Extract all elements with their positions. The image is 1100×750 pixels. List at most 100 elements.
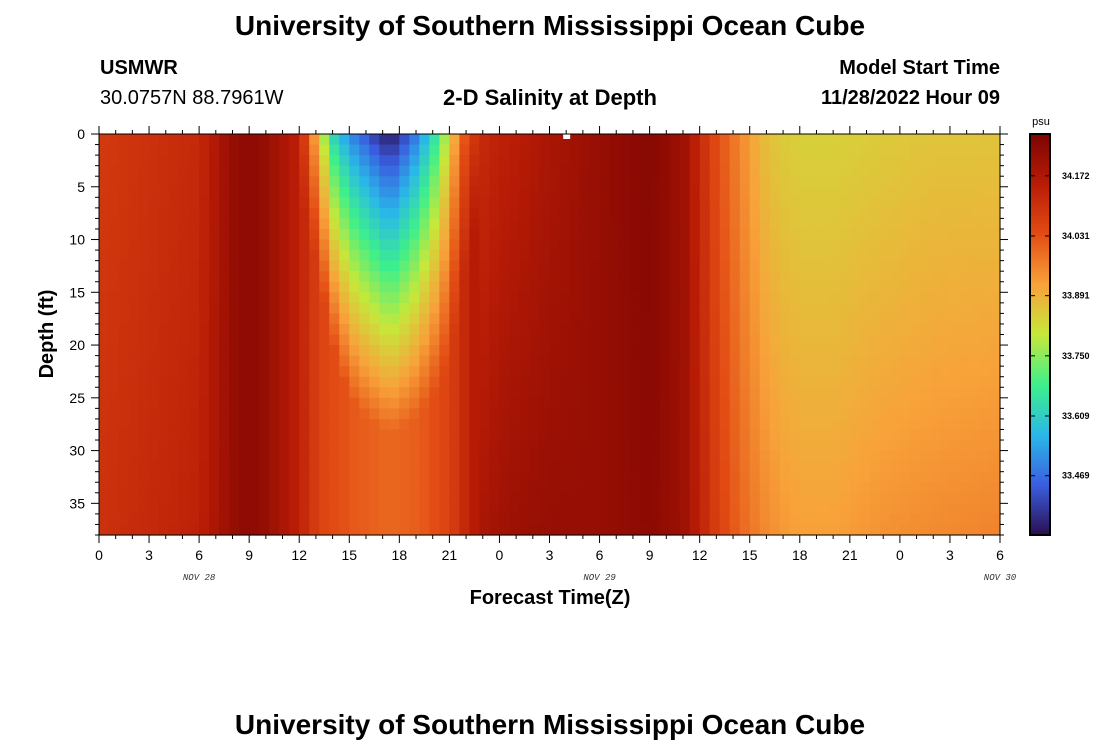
heatmap-cell — [229, 503, 240, 515]
heatmap-cell — [829, 408, 841, 420]
heatmap-cell — [129, 503, 140, 515]
heatmap-cell — [689, 281, 701, 293]
heatmap-cell — [719, 450, 731, 462]
heatmap-cell — [899, 471, 911, 483]
heatmap-cell — [259, 408, 270, 420]
heatmap-cell — [449, 461, 460, 473]
heatmap-cell — [669, 197, 681, 209]
heatmap-cell — [269, 250, 280, 262]
heatmap-cell — [249, 450, 260, 462]
heatmap-cell — [829, 250, 841, 262]
heatmap-cell — [339, 186, 350, 198]
heatmap-cell — [279, 197, 290, 209]
heatmap-cell — [159, 461, 170, 473]
heatmap-cell — [859, 218, 871, 230]
heatmap-cell — [259, 250, 270, 262]
heatmap-cell — [669, 429, 681, 441]
heatmap-cell — [499, 355, 511, 367]
heatmap-cell — [279, 429, 290, 441]
heatmap-cell — [989, 429, 1001, 441]
heatmap-cell — [689, 366, 701, 378]
heatmap-cell — [809, 271, 821, 283]
heatmap-cell — [319, 376, 330, 388]
heatmap-cell — [269, 355, 280, 367]
heatmap-cell — [459, 345, 471, 357]
heatmap-cell — [259, 492, 270, 504]
heatmap-cell — [869, 376, 881, 388]
heatmap-cell — [779, 429, 791, 441]
heatmap-cell — [989, 186, 1001, 198]
heatmap-cell — [809, 450, 821, 462]
heatmap-cell — [959, 376, 971, 388]
heatmap-cell — [609, 471, 621, 483]
heatmap-cell — [539, 134, 551, 146]
heatmap-cell — [349, 165, 360, 177]
heatmap-cell — [339, 524, 350, 536]
heatmap-cell — [829, 302, 841, 314]
heatmap-cell — [329, 492, 340, 504]
heatmap-cell — [149, 250, 160, 262]
heatmap-cell — [239, 355, 250, 367]
heatmap-cell — [839, 197, 851, 209]
heatmap-cell — [649, 155, 661, 167]
heatmap-cell — [609, 429, 621, 441]
heatmap-cell — [919, 281, 931, 293]
heatmap-cell — [439, 313, 450, 325]
heatmap-cell — [499, 250, 511, 262]
heatmap-cell — [649, 503, 661, 515]
heatmap-cell — [409, 260, 420, 272]
heatmap-cell — [609, 524, 621, 536]
heatmap-cell — [949, 239, 961, 251]
heatmap-cell — [679, 165, 691, 177]
heatmap-cell — [439, 513, 450, 526]
heatmap-cell — [289, 429, 300, 441]
heatmap-cell — [309, 387, 320, 399]
heatmap-cell — [389, 313, 400, 325]
heatmap-cell — [869, 250, 881, 262]
heatmap-cell — [879, 387, 891, 399]
heatmap-cell — [889, 408, 901, 420]
heatmap-cell — [859, 207, 871, 220]
heatmap-cell — [99, 155, 110, 167]
heatmap-cell — [759, 165, 771, 177]
heatmap-cell — [659, 418, 671, 431]
heatmap-cell — [479, 408, 491, 420]
heatmap-cell — [659, 397, 671, 409]
heatmap-cell — [99, 302, 110, 314]
heatmap-cell — [539, 197, 551, 209]
heatmap-cell — [829, 397, 841, 409]
heatmap-cell — [789, 366, 801, 378]
heatmap-cell — [579, 165, 591, 177]
heatmap-cell — [219, 366, 230, 378]
heatmap-cell — [769, 134, 781, 146]
heatmap-cell — [879, 134, 891, 146]
heatmap-cell — [279, 345, 290, 357]
heatmap-cell — [589, 292, 601, 304]
heatmap-cell — [709, 429, 721, 441]
heatmap-cell — [189, 207, 200, 220]
heatmap-cell — [509, 165, 521, 177]
heatmap-cell — [849, 197, 861, 209]
heatmap-cell — [719, 397, 731, 409]
heatmap-cell — [939, 471, 951, 483]
heatmap-cell — [389, 387, 400, 399]
heatmap-cell — [299, 271, 310, 283]
heatmap-cell — [589, 408, 601, 420]
heatmap-cell — [209, 250, 220, 262]
heatmap-cell — [259, 513, 270, 526]
heatmap-cell — [419, 366, 430, 378]
heatmap-cell — [559, 418, 571, 431]
heatmap-cell — [899, 134, 911, 146]
heatmap-cell — [579, 313, 591, 325]
heatmap-cell — [939, 397, 951, 409]
heatmap-cell — [809, 207, 821, 220]
heatmap-cell — [849, 524, 861, 536]
heatmap-cell — [939, 292, 951, 304]
heatmap-cell — [529, 260, 541, 272]
heatmap-cell — [799, 155, 811, 167]
heatmap-cell — [219, 355, 230, 367]
heatmap-cell — [339, 292, 350, 304]
heatmap-cell — [449, 513, 460, 526]
heatmap-cell — [489, 292, 501, 304]
heatmap-cell — [609, 440, 621, 452]
